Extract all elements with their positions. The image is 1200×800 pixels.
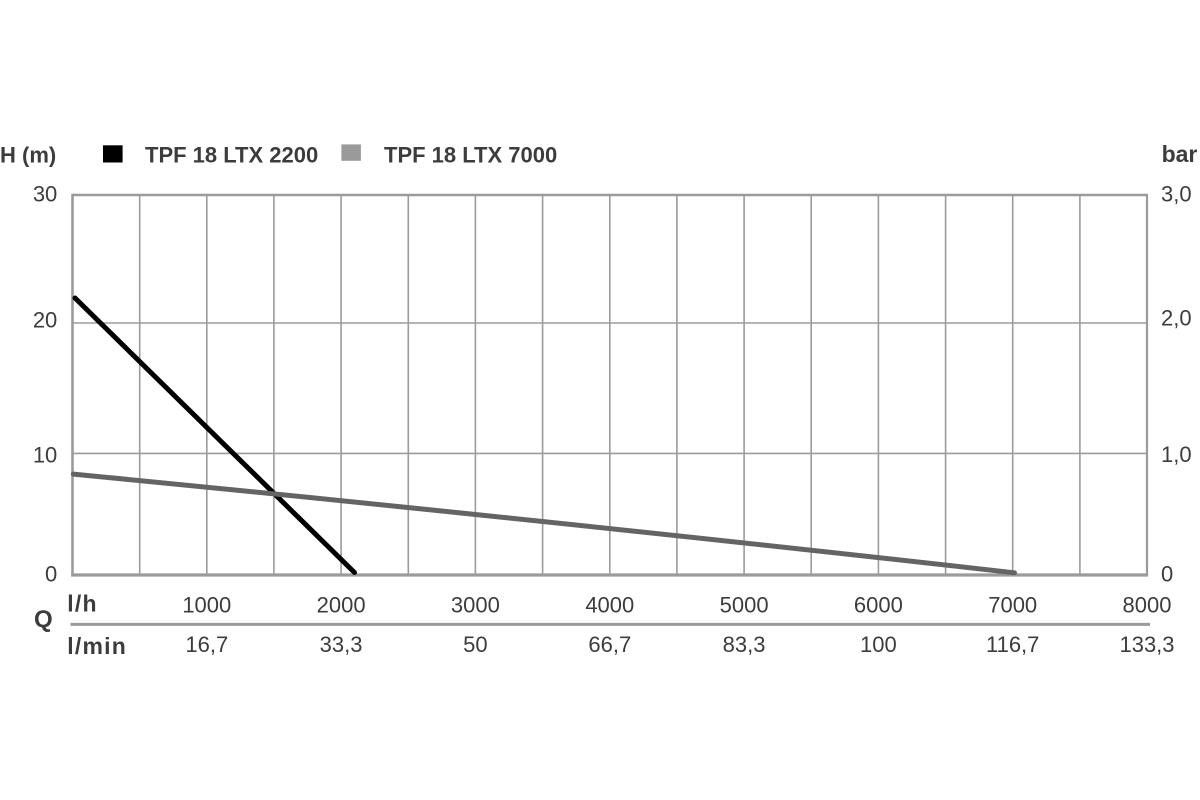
svg-text:l/h: l/h bbox=[67, 591, 97, 617]
svg-text:TPF 18 LTX 7000: TPF 18 LTX 7000 bbox=[384, 143, 557, 168]
svg-text:66,7: 66,7 bbox=[588, 632, 631, 657]
svg-text:7000: 7000 bbox=[988, 593, 1037, 618]
svg-text:20: 20 bbox=[33, 308, 57, 333]
svg-text:H (m): H (m) bbox=[0, 143, 56, 168]
svg-text:133,3: 133,3 bbox=[1119, 632, 1174, 657]
svg-text:30: 30 bbox=[33, 181, 57, 206]
svg-text:33,3: 33,3 bbox=[320, 632, 363, 657]
svg-text:10: 10 bbox=[33, 442, 57, 467]
svg-text:5000: 5000 bbox=[720, 593, 769, 618]
svg-text:6000: 6000 bbox=[854, 593, 903, 618]
svg-text:TPF 18 LTX 2200: TPF 18 LTX 2200 bbox=[145, 143, 318, 168]
svg-text:0: 0 bbox=[1161, 561, 1173, 586]
svg-text:bar: bar bbox=[1162, 141, 1198, 167]
svg-text:3000: 3000 bbox=[451, 593, 500, 618]
svg-text:2000: 2000 bbox=[317, 593, 366, 618]
svg-text:1000: 1000 bbox=[182, 593, 231, 618]
svg-text:Q: Q bbox=[34, 606, 54, 633]
svg-text:16,7: 16,7 bbox=[185, 632, 228, 657]
svg-text:0: 0 bbox=[45, 561, 57, 586]
svg-text:1,0: 1,0 bbox=[1161, 442, 1192, 467]
svg-text:4000: 4000 bbox=[585, 593, 634, 618]
svg-text:8000: 8000 bbox=[1123, 593, 1172, 618]
svg-text:l/min: l/min bbox=[67, 633, 127, 659]
svg-text:2,0: 2,0 bbox=[1161, 306, 1192, 331]
svg-text:100: 100 bbox=[860, 632, 897, 657]
svg-text:83,3: 83,3 bbox=[723, 632, 766, 657]
svg-text:116,7: 116,7 bbox=[986, 632, 1039, 657]
svg-text:3,0: 3,0 bbox=[1161, 181, 1192, 206]
svg-text:50: 50 bbox=[463, 632, 487, 657]
